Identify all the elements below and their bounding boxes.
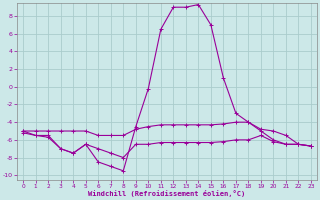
X-axis label: Windchill (Refroidissement éolien,°C): Windchill (Refroidissement éolien,°C) bbox=[88, 190, 246, 197]
